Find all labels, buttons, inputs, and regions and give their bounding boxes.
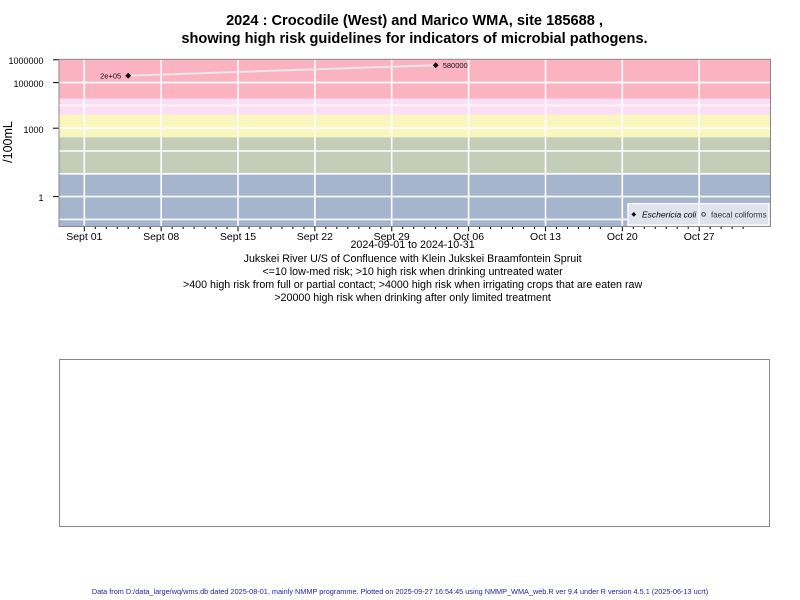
svg-text:Eschericia coli: Eschericia coli — [642, 209, 697, 219]
svg-text:580000: 580000 — [443, 61, 468, 70]
svg-text:faecal coliforms: faecal coliforms — [711, 210, 767, 219]
svg-text:2e+05: 2e+05 — [100, 71, 121, 80]
